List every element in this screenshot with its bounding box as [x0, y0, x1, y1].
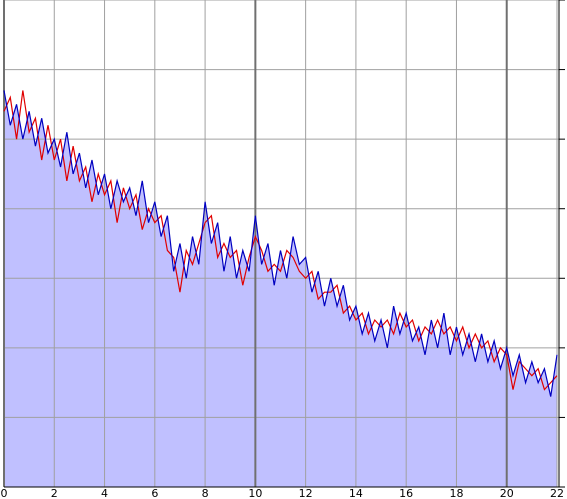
x-tick-label: 20 [500, 487, 514, 499]
x-tick-label: 12 [299, 487, 313, 499]
area [4, 90, 557, 487]
series-line [3, 90, 558, 397]
x-tick-label: 2 [51, 487, 58, 499]
x-tick-label: 8 [202, 487, 209, 499]
x-tick-label: 18 [449, 487, 463, 499]
x-tick-label: 16 [399, 487, 413, 499]
x-tick-label: 4 [101, 487, 108, 499]
x-tick-label: 22 [550, 487, 564, 499]
x-tick-label: 0 [1, 487, 8, 499]
x-tick-label: 14 [349, 487, 363, 499]
x-tick-label: 10 [248, 487, 262, 499]
x-tick-label: 6 [151, 487, 158, 499]
